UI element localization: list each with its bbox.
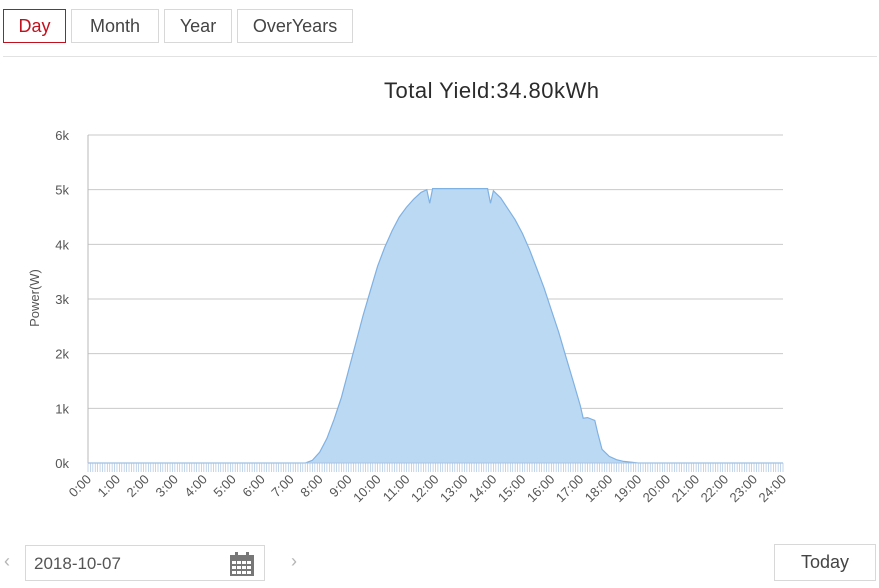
chart-axes bbox=[87, 135, 784, 472]
period-tabs: Day Month Year OverYears bbox=[3, 9, 353, 43]
x-tick-label: 4:00 bbox=[181, 472, 210, 501]
tab-year[interactable]: Year bbox=[164, 9, 232, 43]
x-tick-label: 16:00 bbox=[524, 472, 558, 506]
power-chart: 0k 1k 2k 3k 4k 5k 6k 0:00 1:00 2:00 3:00 4:00 5:00 6… bbox=[27, 128, 790, 506]
x-tick-label: 24:00 bbox=[756, 472, 790, 506]
power-area bbox=[88, 188, 783, 463]
x-tick-label: 3:00 bbox=[152, 472, 181, 501]
next-day-button[interactable]: › bbox=[291, 551, 297, 571]
y-tick-labels: 0k 1k 2k 3k 4k 5k 6k bbox=[55, 128, 69, 471]
x-tick-label: 15:00 bbox=[495, 472, 529, 506]
tabs-divider bbox=[3, 56, 877, 57]
x-tick-label: 0:00 bbox=[66, 472, 95, 501]
y-tick-label: 1k bbox=[55, 401, 69, 416]
y-tick-label: 3k bbox=[55, 292, 69, 307]
x-tick-label: 1:00 bbox=[95, 472, 124, 501]
x-tick-label: 2:00 bbox=[124, 472, 153, 501]
x-tick-label: 6:00 bbox=[239, 472, 268, 501]
x-tick-label: 8:00 bbox=[297, 472, 326, 501]
y-tick-label: 6k bbox=[55, 128, 69, 143]
x-tick-label: 19:00 bbox=[611, 472, 645, 506]
y-axis-label: Power(W) bbox=[27, 269, 42, 327]
x-tick-label: 18:00 bbox=[582, 472, 616, 506]
date-navigation: ‹ 2018-10-07 › Today bbox=[0, 540, 879, 588]
x-tick-label: 14:00 bbox=[466, 472, 500, 506]
tab-month[interactable]: Month bbox=[71, 9, 159, 43]
power-line bbox=[88, 188, 783, 464]
x-tick-label: 12:00 bbox=[408, 472, 442, 506]
tab-day[interactable]: Day bbox=[3, 9, 66, 43]
y-tick-label: 0k bbox=[55, 456, 69, 471]
chart-title: Total Yield:34.80kWh bbox=[384, 78, 600, 103]
x-tick-label: 13:00 bbox=[437, 472, 471, 506]
x-tick-label: 22:00 bbox=[698, 472, 732, 506]
date-picker[interactable]: 2018-10-07 bbox=[25, 545, 265, 581]
y-tick-label: 2k bbox=[55, 347, 69, 362]
today-button[interactable]: Today bbox=[774, 544, 876, 581]
calendar-icon[interactable] bbox=[229, 551, 255, 577]
x-tick-labels: 0:00 1:00 2:00 3:00 4:00 5:00 6:00 7:00 8:00 9:00… bbox=[66, 472, 790, 506]
x-tick-label: 20:00 bbox=[640, 472, 674, 506]
x-tick-label: 5:00 bbox=[210, 472, 239, 501]
x-tick-label: 17:00 bbox=[553, 472, 587, 506]
x-tick-label: 21:00 bbox=[669, 472, 703, 506]
previous-day-button[interactable]: ‹ bbox=[4, 551, 10, 571]
x-tick-label: 11:00 bbox=[380, 472, 413, 505]
x-tick-label: 23:00 bbox=[727, 472, 761, 506]
tab-overyears[interactable]: OverYears bbox=[237, 9, 353, 43]
date-value[interactable]: 2018-10-07 bbox=[34, 554, 121, 573]
x-tick-label: 10:00 bbox=[350, 472, 384, 506]
y-tick-label: 5k bbox=[55, 183, 69, 198]
y-tick-label: 4k bbox=[55, 237, 69, 252]
x-tick-label: 7:00 bbox=[268, 472, 297, 501]
